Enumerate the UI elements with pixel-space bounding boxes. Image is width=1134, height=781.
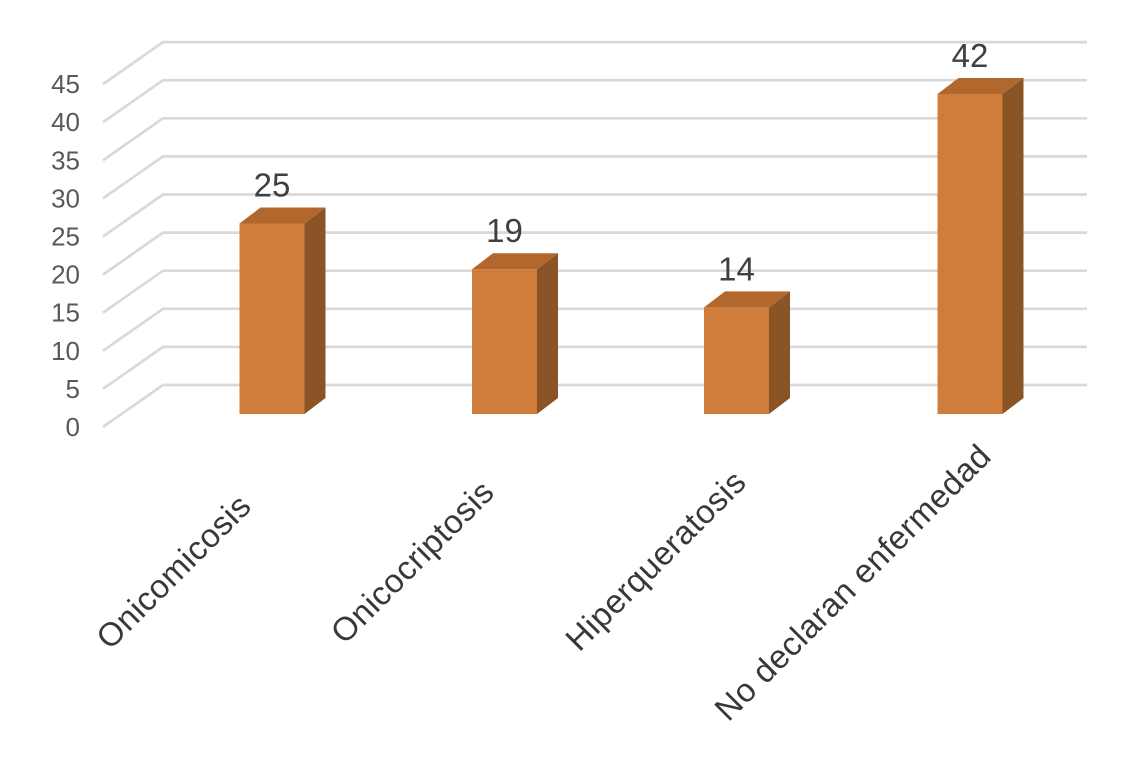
gridline-30 xyxy=(102,155,1087,200)
bar-side-face xyxy=(769,291,790,414)
bar-side-face xyxy=(304,207,326,414)
bar-front-face xyxy=(472,269,537,414)
y-tick-label-10: 10 xyxy=(51,336,80,366)
y-tick-label-40: 40 xyxy=(51,107,80,137)
bar-front-face xyxy=(937,93,1003,415)
bar-side-face xyxy=(1002,77,1024,415)
bar-top-face xyxy=(937,77,1024,94)
bar-front-face xyxy=(239,223,305,414)
bar-side-face xyxy=(537,253,558,414)
gridline-45 xyxy=(102,40,1087,86)
bar-front-face xyxy=(704,307,769,414)
y-tick-label-15: 15 xyxy=(51,298,80,328)
bar-hiperqueratosis xyxy=(704,291,790,414)
y-tick-label-30: 30 xyxy=(51,183,80,213)
gridline-25 xyxy=(102,193,1087,238)
bar-top-face xyxy=(239,207,326,224)
bar-value-label-hiperqueratosis: 14 xyxy=(718,250,755,287)
category-label-hiperqueratosis: Hiperqueratosis xyxy=(558,463,753,658)
category-label-onicomicosis: Onicomicosis xyxy=(89,487,258,656)
bar-no-declaran-enfermedad xyxy=(937,77,1024,415)
bar-top-face xyxy=(704,291,790,308)
y-tick-label-5: 5 xyxy=(66,374,80,404)
category-label-onicocriptosis: Onicocriptosis xyxy=(323,473,501,651)
gridline-40 xyxy=(102,78,1087,124)
gridline-20 xyxy=(102,231,1087,276)
category-label-no-declaran-enfermedad: No declaran enfermedad xyxy=(707,437,998,728)
y-tick-label-45: 45 xyxy=(51,69,80,99)
y-tick-label-35: 35 xyxy=(51,145,80,175)
y-tick-label-0: 0 xyxy=(66,412,80,442)
y-tick-label-25: 25 xyxy=(51,222,80,252)
y-tick-label-20: 20 xyxy=(51,260,80,290)
gridline-15 xyxy=(102,269,1087,314)
bar-onicomicosis xyxy=(239,207,326,414)
bar-onicocriptosis xyxy=(472,253,558,414)
bar-value-label-no-declaran-enfermedad: 42 xyxy=(952,37,989,74)
bar-top-face xyxy=(472,253,558,270)
bar-value-label-onicocriptosis: 19 xyxy=(486,212,523,249)
gridline-35 xyxy=(102,116,1087,162)
bar-value-label-onicomicosis: 25 xyxy=(254,167,291,204)
